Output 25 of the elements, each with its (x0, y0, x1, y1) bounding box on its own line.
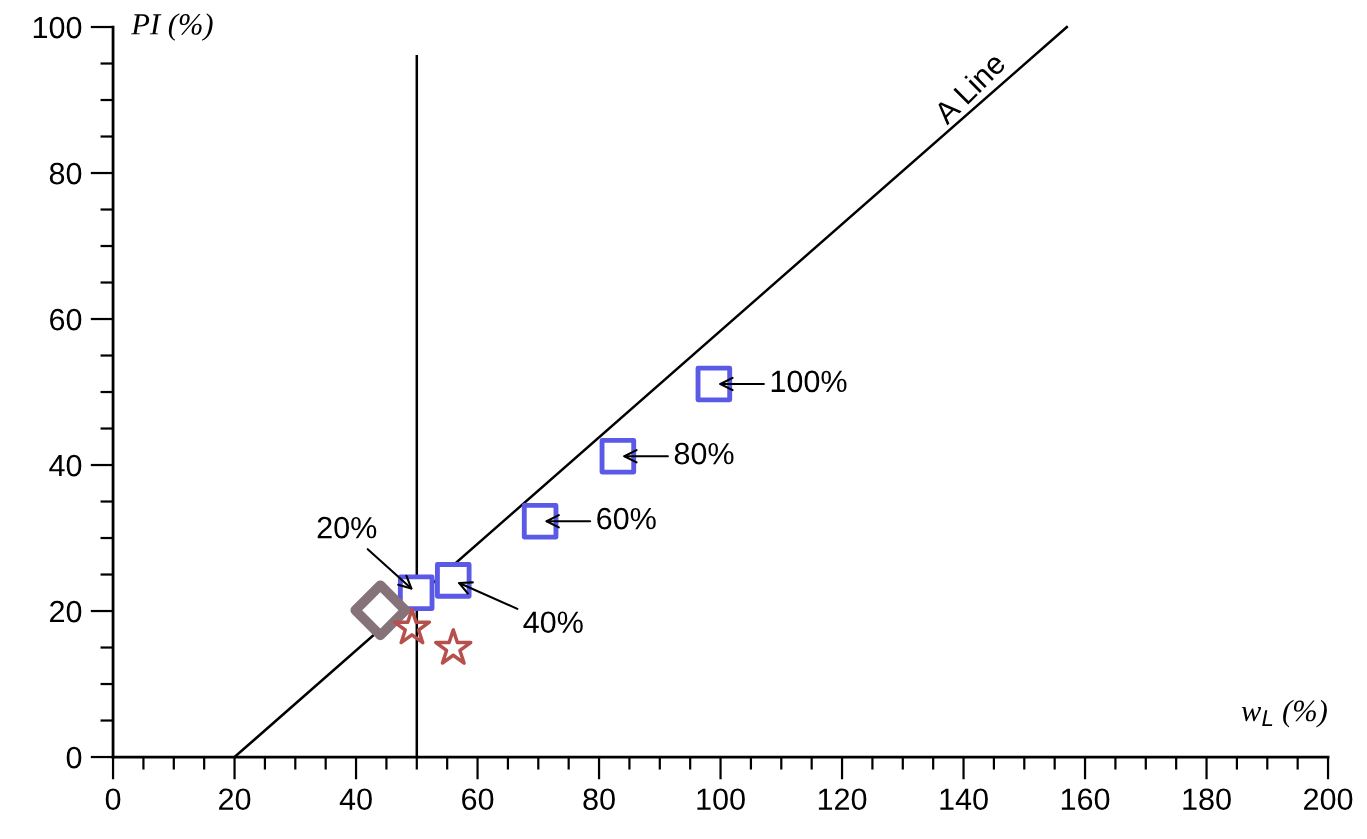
x-tick-label: 0 (105, 788, 121, 811)
x-tick-label: 120 (818, 788, 867, 811)
x-tick-label: 60 (462, 788, 494, 811)
x-tick-label: 200 (1304, 788, 1353, 811)
y-tick-label: 80 (49, 162, 82, 185)
x-tick-label: 100 (697, 788, 745, 811)
annotation: 100% (771, 370, 847, 393)
annotation: 80% (674, 442, 734, 465)
annotation: 40% (523, 611, 583, 634)
x-tick-label: 180 (1183, 788, 1231, 811)
annotation: 20% (317, 516, 377, 539)
x-tick-label: 40 (339, 788, 372, 811)
y-tick-label: 40 (49, 454, 82, 477)
annotation: 60% (597, 507, 656, 530)
y-tick-label: 100 (33, 16, 82, 39)
x-tick-label: 160 (1061, 788, 1110, 811)
x-tick-label: 140 (940, 788, 988, 811)
y-tick-label: 20 (50, 600, 82, 623)
y-tick-label: 60 (50, 308, 82, 331)
x-tick-label: 20 (219, 788, 251, 811)
x-tick-label: 80 (583, 788, 615, 811)
y-tick-label: 0 (66, 746, 82, 769)
y-axis-title: PI (%) (131, 13, 213, 41)
annotation: A Line (931, 50, 1007, 126)
x-axis-title: w$_{L}$ (%) (1241, 699, 1327, 728)
